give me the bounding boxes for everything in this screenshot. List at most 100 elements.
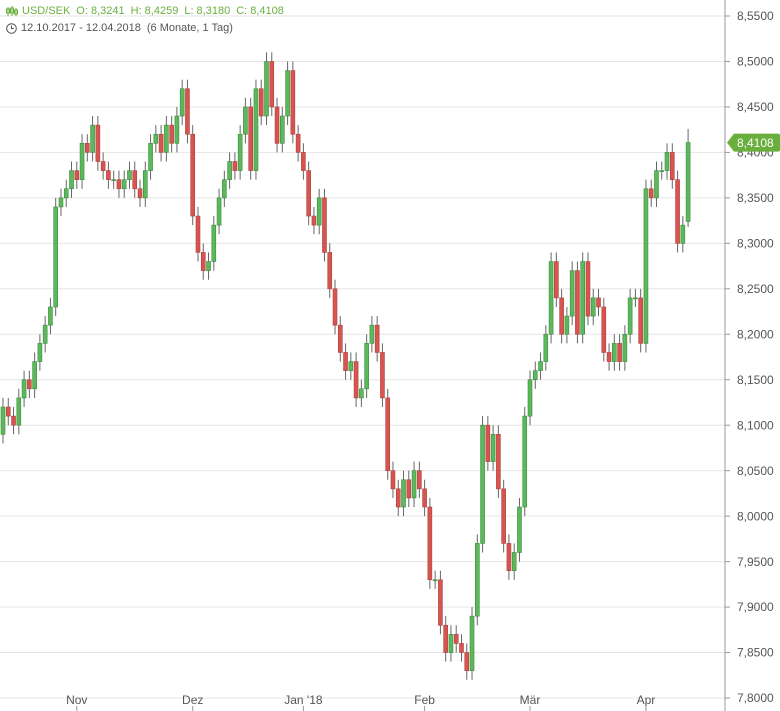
- open-label: O: 8,3241: [76, 5, 125, 17]
- candle-body: [258, 88, 264, 117]
- candle-body: [42, 324, 48, 344]
- candle-body: [200, 252, 206, 271]
- candle-body: [564, 315, 570, 335]
- last-price-badge: [727, 133, 780, 152]
- candle-body: [480, 424, 485, 544]
- candle-body: [58, 197, 64, 208]
- candle-body: [222, 179, 227, 199]
- candle-body: [348, 361, 354, 371]
- candle-body: [311, 215, 317, 226]
- candle-body: [648, 188, 654, 199]
- candle-body: [169, 124, 174, 144]
- y-tick-label: 7,8500: [737, 646, 774, 660]
- candle-body: [132, 170, 138, 190]
- candle-body: [364, 343, 369, 390]
- candle-body: [627, 297, 633, 335]
- candle-body: [295, 133, 301, 153]
- candle-body: [148, 143, 153, 171]
- candle-body: [11, 415, 16, 426]
- candle-body: [543, 333, 549, 362]
- candle-body: [385, 397, 391, 471]
- candle-body: [280, 115, 285, 144]
- candle-body: [106, 170, 111, 180]
- candle-body: [174, 115, 180, 144]
- candle-body: [453, 634, 459, 644]
- candle-body: [127, 170, 132, 180]
- candle-body: [612, 343, 617, 362]
- candle-body: [675, 179, 680, 244]
- candle-body: [469, 615, 475, 672]
- candle-body: [459, 643, 464, 653]
- candle-body: [422, 488, 427, 508]
- candle-body: [575, 270, 580, 335]
- candle-body: [685, 142, 691, 222]
- y-tick-label: 8,0500: [737, 464, 774, 478]
- candle-body: [390, 470, 396, 490]
- candle-body: [643, 188, 649, 344]
- candle-body: [227, 161, 232, 180]
- candle-body: [359, 388, 364, 399]
- candle-body: [185, 88, 190, 135]
- candles-icon: [6, 5, 18, 16]
- candle-body: [153, 133, 159, 144]
- candle-body: [474, 543, 480, 617]
- candle-body: [306, 170, 311, 217]
- candle-body: [464, 652, 470, 672]
- candle-body: [485, 424, 491, 462]
- period: (6 Monate, 1 Tag): [146, 22, 233, 34]
- y-tick-label: 8,1500: [737, 373, 774, 387]
- candle-body: [490, 433, 496, 462]
- y-tick-label: 8,3500: [737, 191, 774, 205]
- candle-body: [142, 170, 148, 199]
- clock-icon: [6, 22, 17, 34]
- candle-body: [16, 397, 22, 426]
- candle-body: [411, 470, 417, 499]
- y-tick-label: 8,5500: [737, 9, 774, 23]
- candle-body: [206, 261, 211, 271]
- candle-body: [374, 324, 380, 353]
- candle-body: [53, 206, 59, 308]
- candle-body: [90, 124, 95, 153]
- candle-body: [79, 143, 85, 180]
- candle-body: [27, 379, 32, 390]
- candle-body: [443, 624, 448, 653]
- date-range: 12.10.2017 - 12.04.2018: [21, 22, 141, 34]
- candle-body: [85, 143, 90, 153]
- candle-body: [606, 352, 612, 362]
- candle-body: [216, 197, 222, 226]
- candle-body: [517, 506, 522, 553]
- candle-body: [232, 161, 238, 171]
- candle-body: [111, 179, 116, 181]
- candle-body: [438, 579, 443, 626]
- candle-body: [395, 488, 401, 508]
- candle-body: [285, 70, 290, 117]
- candle-body: [596, 297, 601, 308]
- y-tick-label: 8,1000: [737, 418, 774, 432]
- candle-body: [100, 161, 106, 171]
- candle-body: [190, 133, 196, 217]
- candle-body: [269, 61, 275, 108]
- candle-body: [554, 261, 559, 299]
- candle-body: [137, 188, 143, 199]
- candle-body: [622, 333, 628, 362]
- last-price-label: 8,4108: [737, 136, 774, 150]
- candle-body: [432, 579, 438, 582]
- candle-body: [337, 324, 343, 353]
- candle-body: [380, 352, 385, 399]
- candle-body: [264, 61, 269, 117]
- candle-body: [0, 406, 6, 435]
- y-tick-label: 8,2000: [737, 327, 774, 341]
- y-tick-label: 8,0000: [737, 509, 774, 523]
- candle-body: [274, 106, 280, 144]
- high-label: H: 8,4259: [130, 5, 179, 17]
- x-tick-label: Dez: [182, 693, 203, 707]
- candle-body: [322, 197, 327, 253]
- candle-body: [74, 170, 80, 180]
- candle-body: [121, 179, 127, 190]
- candle-body: [343, 352, 348, 371]
- candle-body: [654, 170, 659, 199]
- x-tick-label: Jan '18: [284, 693, 323, 707]
- candle-body: [95, 124, 101, 162]
